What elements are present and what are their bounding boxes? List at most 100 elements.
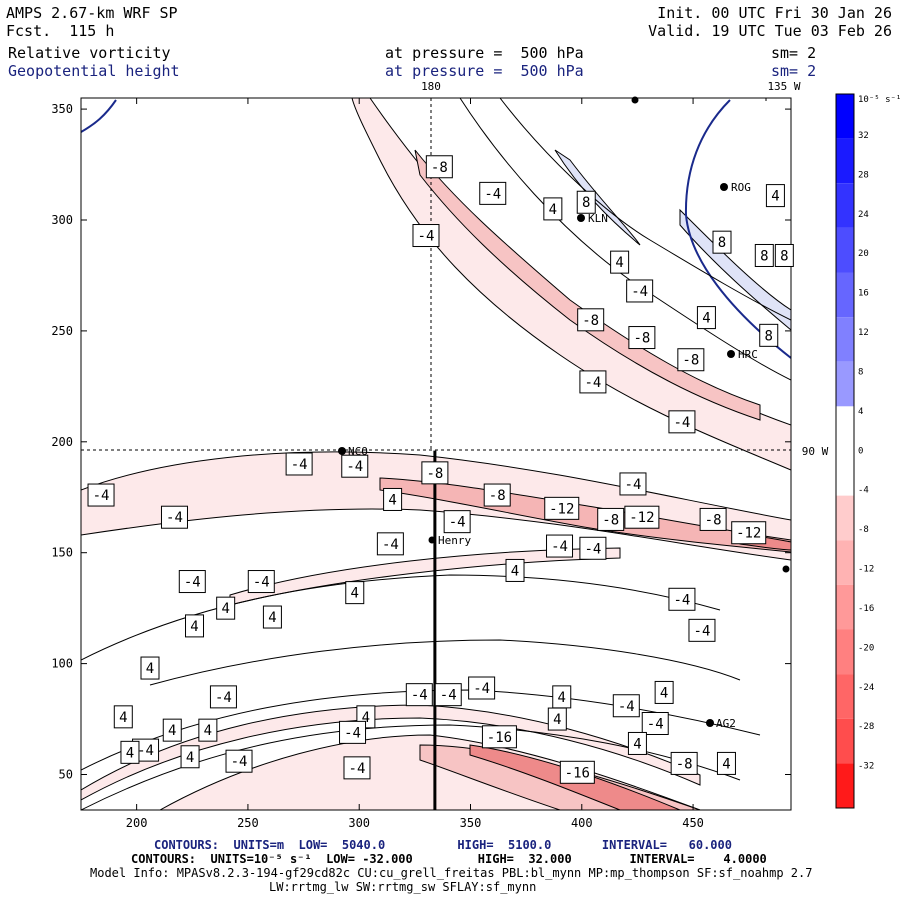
contour-label-box: [576, 190, 596, 214]
contour-label-box: [443, 510, 471, 534]
contour-label: -8: [577, 308, 605, 332]
contour-label-text: -8: [682, 353, 699, 369]
colorbar-bin: [836, 584, 854, 630]
colorbar-bin: [836, 361, 854, 407]
station-label: KLN: [588, 212, 608, 225]
colorbar-bin: [836, 227, 854, 273]
x-tick-label: 200: [126, 816, 148, 830]
contour-label: 4: [383, 487, 403, 511]
y-tick-label: 300: [51, 213, 73, 227]
colorbar-tick-label: 28: [858, 170, 869, 180]
station-dot: [727, 350, 735, 358]
contour-label: 4: [547, 707, 567, 731]
contour-label-box: [754, 243, 774, 267]
contour-label-box: [262, 605, 282, 629]
contour-label: 4: [345, 581, 365, 605]
init-time: Init. 00 UTC Fri 30 Jan 26: [657, 4, 892, 22]
contour-label-box: [412, 224, 440, 248]
colorbar-tick-label: 32: [858, 131, 869, 141]
field1-name: Relative vorticity: [8, 44, 171, 62]
contour-label-box: [579, 536, 607, 560]
contour-label-box: [716, 751, 736, 775]
contour-label-box: [343, 756, 371, 780]
contour-label: -8: [483, 483, 511, 507]
contour-label: 4: [696, 306, 716, 330]
contour-label-box: [180, 745, 200, 769]
contour-label-box: [185, 614, 205, 638]
vorticity-band-bottom-arc: [81, 704, 701, 801]
contour-label-text: 8: [780, 248, 788, 264]
colorbar-bin: [836, 94, 854, 139]
colorbar-bin: [836, 451, 854, 496]
contour-label-text: -8: [602, 512, 619, 528]
contour-label-box: [160, 505, 188, 529]
contour-label-text: -4: [349, 761, 366, 777]
colorbar-bin: [836, 138, 854, 184]
contour-label-text: 4: [771, 189, 779, 205]
contour-label: -4: [443, 510, 471, 534]
lat-90w-label: 90 W: [802, 445, 829, 458]
contour-label-text: -4: [694, 623, 711, 639]
valid-time: Valid. 19 UTC Tue 03 Feb 26: [648, 22, 892, 40]
contour-label: 4: [543, 197, 563, 221]
colorbar-bin: [836, 674, 854, 719]
contour-label-text: -4: [551, 539, 568, 555]
y-tick-label: 350: [51, 102, 73, 116]
contour-label: -8: [597, 507, 625, 531]
contour-label-box: [198, 718, 218, 742]
contour-label: 4: [505, 558, 525, 582]
colorbar-tick-label: 0: [858, 446, 863, 456]
contour-label-text: -4: [631, 284, 648, 300]
contour-label-text: -8: [633, 331, 650, 347]
contour-label: -4: [341, 454, 369, 478]
contour-label-text: -8: [431, 160, 448, 176]
contour-label-text: -4: [618, 699, 635, 715]
contour-label-box: [140, 656, 160, 680]
contour-label-box: [216, 596, 236, 620]
colorbar-tick-label: -8: [858, 525, 869, 535]
colorbar-bin: [836, 317, 854, 362]
y-axis: 50 100 150 200 250 300 350: [51, 102, 791, 782]
contour-label-box: [774, 243, 794, 267]
x-tick-label: 450: [682, 816, 704, 830]
contour-label-box: [765, 184, 785, 208]
station-label: Henry: [438, 534, 471, 547]
positive-vorticity-patch-1: [554, 149, 641, 246]
contour-label-text: -8: [676, 756, 693, 772]
contour-label-box: [345, 581, 365, 605]
contour-label-box: [113, 705, 133, 729]
contour-label-text: -8: [582, 313, 599, 329]
y-tick-label: 250: [51, 324, 73, 338]
contour-label-box: [434, 683, 462, 707]
contour-label: -4: [87, 483, 115, 507]
station-dot: [428, 536, 436, 544]
contour-label-text: 8: [582, 195, 590, 211]
y-tick-label: 50: [59, 768, 73, 782]
contour-label-text: 4: [221, 601, 229, 617]
model-title: AMPS 2.67-km WRF SP: [6, 4, 178, 22]
contour-label: -4: [160, 505, 188, 529]
contour-label-text: -4: [344, 725, 361, 741]
contour-label: 4: [180, 745, 200, 769]
contour-label-text: -8: [705, 512, 722, 528]
contour-label-text: -12: [629, 510, 654, 526]
contour-label-text: 4: [722, 756, 730, 772]
contour-label: -8: [677, 348, 705, 372]
contour-label: 4: [120, 740, 140, 764]
contour-label: -4: [343, 756, 371, 780]
contour-label: -4: [209, 685, 237, 709]
contour-label-box: [544, 496, 580, 520]
colorbar-bin: [836, 406, 854, 451]
colorbar-tick-label: 4: [858, 407, 863, 417]
contour-label-text: -8: [426, 466, 443, 482]
contour-label: -4: [178, 570, 206, 594]
station-label: AG2: [716, 717, 736, 730]
colorbar-bin: [836, 718, 854, 764]
contour-label-text: 4: [660, 685, 668, 701]
contour-label-text: -4: [382, 537, 399, 553]
contour-label-box: [688, 618, 716, 642]
contour-label-box: [120, 740, 140, 764]
contour-label: -4: [412, 224, 440, 248]
contour-label: -4: [434, 683, 462, 707]
